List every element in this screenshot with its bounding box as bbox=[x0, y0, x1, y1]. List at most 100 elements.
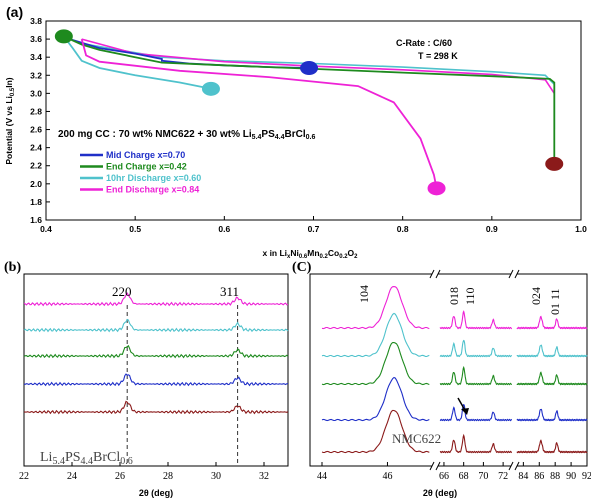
pa-ytick-label: 3.4 bbox=[30, 52, 42, 62]
pc-xrd-pattern bbox=[516, 344, 588, 358]
pa-legend-label: 10hr Discharge x=0.60 bbox=[106, 173, 201, 183]
peak-label-0111: 01 11 bbox=[548, 288, 562, 315]
pa-ytick-label: 3.2 bbox=[30, 70, 42, 80]
pa-point-marker bbox=[201, 81, 220, 96]
pa-xtick-label: 1.0 bbox=[575, 224, 587, 234]
pc-xrd-pattern bbox=[439, 365, 512, 386]
panel-c-xlabel: 2θ (deg) bbox=[423, 488, 457, 498]
pc-xrd-pattern bbox=[321, 342, 430, 386]
pa-xtick-label: 0.6 bbox=[218, 224, 230, 234]
pc-axis-break bbox=[435, 269, 441, 279]
pa-ytick-label: 2.2 bbox=[30, 161, 42, 171]
pc-xtick-label: 90 bbox=[566, 471, 576, 482]
panel-c-chart: 44 46 66 68 70 72 84 86 88 90 92 104 018 110 024 0… bbox=[309, 269, 591, 498]
pc-axis-break-gap bbox=[511, 462, 517, 470]
pc-axis-break bbox=[435, 461, 441, 471]
pc-xrd-pattern bbox=[439, 310, 513, 330]
pa-ytick-label: 3.8 bbox=[30, 16, 42, 26]
pc-axis-break bbox=[429, 269, 435, 279]
pc-xtick-label: 44 bbox=[317, 471, 327, 482]
pb-xtick-label: 24 bbox=[67, 471, 77, 482]
pa-point-marker bbox=[427, 181, 446, 196]
peak-label-110: 110 bbox=[463, 287, 477, 305]
pc-xrd-pattern bbox=[321, 376, 430, 422]
pc-arrow-head bbox=[461, 408, 469, 415]
pa-curve-segment bbox=[81, 38, 555, 94]
crate-annotation: C-Rate : C/60 bbox=[396, 38, 452, 48]
pa-ytick-label: 2.6 bbox=[30, 125, 42, 135]
pa-series-line bbox=[63, 35, 212, 90]
panel-b-chart: 22 24 26 28 30 32 220 311 Li5.4PS4.4BrCl0.6 2… bbox=[19, 273, 289, 498]
panel-c-phase-label: NMC622 bbox=[392, 431, 441, 446]
pa-ytick-label: 1.6 bbox=[30, 215, 42, 225]
pb-xrd-pattern bbox=[23, 373, 289, 387]
pc-xtick-label: 86 bbox=[534, 471, 544, 482]
pc-xrd-pattern bbox=[516, 439, 588, 454]
pa-xtick-label: 0.9 bbox=[486, 224, 498, 234]
pa-series-line bbox=[63, 35, 556, 164]
pb-xrd-pattern bbox=[23, 292, 289, 307]
pc-axis-break bbox=[429, 461, 435, 471]
pa-legend-label: End Charge x=0.42 bbox=[106, 162, 187, 172]
pb-xrd-pattern bbox=[23, 400, 289, 415]
pc-xrd-pattern bbox=[321, 286, 430, 330]
pc-axis-break-gap bbox=[432, 270, 438, 278]
pc-xtick-label: 88 bbox=[550, 471, 560, 482]
pa-series-line bbox=[80, 38, 438, 189]
pc-xtick-label: 72 bbox=[498, 471, 508, 482]
pa-xtick-label: 0.4 bbox=[40, 224, 52, 234]
peak-label-024: 024 bbox=[529, 287, 543, 305]
panel-a-xlabel: x in LixNi0.6Mn0.2Co0.2O2 bbox=[262, 248, 358, 260]
pc-xtick-label: 84 bbox=[518, 471, 528, 482]
temp-annotation: T = 298 K bbox=[418, 51, 458, 61]
pb-xtick-label: 32 bbox=[259, 471, 269, 482]
pc-xtick-label: 46 bbox=[382, 471, 392, 482]
pa-xtick-label: 0.8 bbox=[397, 224, 409, 234]
panel-c-label: (C) bbox=[292, 260, 312, 275]
pc-axis-break bbox=[514, 461, 520, 471]
pc-axis-break bbox=[514, 269, 520, 279]
pc-xrd-pattern bbox=[516, 408, 588, 422]
pc-xtick-label: 66 bbox=[439, 471, 449, 482]
pc-xrd-pattern bbox=[321, 312, 430, 358]
panel-b-label: (b) bbox=[4, 260, 21, 275]
pb-xtick-label: 26 bbox=[115, 471, 125, 482]
pc-xrd-pattern bbox=[321, 409, 430, 454]
pc-xtick-label: 68 bbox=[459, 471, 469, 482]
peak-label-311: 311 bbox=[220, 284, 239, 299]
peak-label-220: 220 bbox=[112, 284, 132, 299]
pa-ytick-label: 3.6 bbox=[30, 34, 42, 44]
pc-axis-break-gap bbox=[511, 270, 517, 278]
panel-c-frame bbox=[309, 273, 588, 467]
pb-xrd-pattern bbox=[23, 318, 289, 333]
pc-xtick-label: 92 bbox=[582, 471, 591, 482]
pb-xtick-label: 22 bbox=[19, 471, 29, 482]
pb-xtick-label: 28 bbox=[163, 471, 173, 482]
pc-xrd-pattern bbox=[439, 403, 513, 422]
pa-xtick-label: 0.7 bbox=[308, 224, 320, 234]
pa-point-marker bbox=[300, 61, 319, 76]
pa-ytick-label: 2.4 bbox=[30, 143, 42, 153]
peak-label-018: 018 bbox=[447, 287, 461, 305]
pa-ytick-label: 1.8 bbox=[30, 197, 42, 207]
pc-xrd-pattern bbox=[516, 371, 588, 386]
pa-xtick-label: 0.5 bbox=[129, 224, 141, 234]
pa-point-marker bbox=[545, 156, 564, 171]
pa-ytick-label: 3.0 bbox=[30, 88, 42, 98]
composition-annotation: 200 mg CC : 70 wt% NMC622 + 30 wt% Li5.4… bbox=[58, 129, 315, 141]
pa-ytick-label: 2.0 bbox=[30, 179, 42, 189]
pc-axis-break bbox=[508, 461, 514, 471]
pa-legend-label: End Discharge x=0.84 bbox=[106, 185, 199, 195]
peak-label-104: 104 bbox=[357, 285, 371, 303]
pc-axis-break-gap bbox=[432, 462, 438, 470]
pc-axis-break bbox=[508, 269, 514, 279]
pc-xrd-pattern bbox=[439, 433, 513, 454]
pc-xtick-label: 70 bbox=[478, 471, 488, 482]
pa-ytick-label: 2.8 bbox=[30, 106, 42, 116]
pb-xtick-label: 30 bbox=[211, 471, 221, 482]
pb-xrd-pattern bbox=[23, 344, 289, 359]
panel-b-phase-label: Li5.4PS4.4BrCl0.6 bbox=[40, 450, 133, 467]
panel-b-xlabel: 2θ (deg) bbox=[139, 488, 173, 498]
